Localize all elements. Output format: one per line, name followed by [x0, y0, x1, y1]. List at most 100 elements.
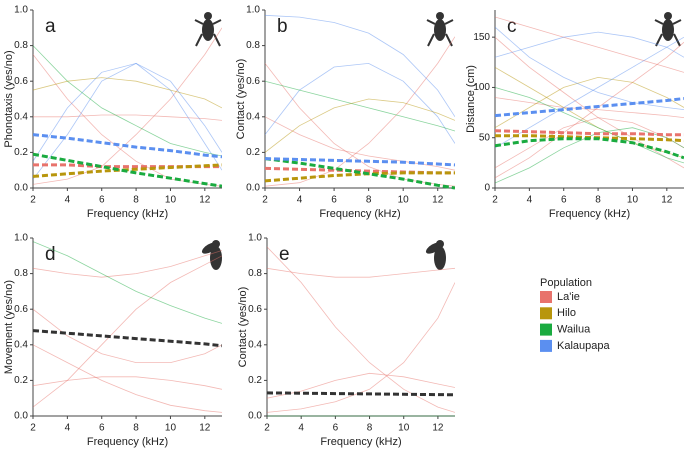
y-tick-label: 0.4	[14, 339, 28, 350]
individual-curve	[33, 308, 222, 364]
individual-curve	[33, 344, 222, 413]
fitted-line	[33, 163, 222, 169]
legend-label: Wailua	[557, 324, 591, 336]
x-tick-label: 12	[432, 423, 444, 434]
y-tick-label: 0.4	[14, 111, 28, 122]
x-tick-label: 6	[561, 195, 567, 206]
y-tick-label: 1.0	[14, 5, 28, 16]
cricket-icon	[194, 12, 222, 47]
panel-label: d	[45, 244, 56, 265]
x-tick-label: 10	[165, 423, 177, 434]
y-tick-label: 0.6	[248, 304, 262, 315]
panel-label: c	[507, 16, 517, 37]
x-tick-label: 4	[65, 423, 71, 434]
panel-label: b	[277, 16, 288, 37]
individual-curve	[495, 97, 684, 118]
fitted-line	[267, 391, 455, 397]
individual-curve	[33, 241, 222, 324]
legend-label: Hilo	[557, 307, 576, 319]
y-tick-label: 0.8	[14, 40, 28, 51]
x-tick-label: 12	[199, 195, 211, 206]
x-tick-label: 12	[199, 423, 211, 434]
individual-curve	[33, 114, 222, 121]
y-tick-label: 0	[484, 183, 490, 194]
x-axis-label: Frequency (kHz)	[87, 208, 168, 220]
y-tick-label: 150	[473, 32, 490, 43]
x-tick-label: 2	[264, 423, 270, 434]
y-tick-label: 50	[479, 132, 491, 143]
x-tick-label: 6	[99, 195, 105, 206]
y-tick-label: 0.0	[248, 411, 262, 422]
y-axis-label: Contact (yes/no)	[235, 59, 247, 140]
individual-curve	[33, 27, 222, 185]
individual-curve	[265, 14, 455, 118]
fitted-line	[33, 163, 222, 178]
y-tick-label: 0.0	[14, 411, 28, 422]
x-tick-label: 2	[492, 195, 498, 206]
y-tick-label: 0.6	[14, 76, 28, 87]
y-tick-label: 1.0	[248, 233, 262, 244]
x-tick-label: 8	[133, 423, 139, 434]
panel-label: e	[279, 244, 290, 265]
individual-curve	[267, 372, 455, 399]
x-axis-label: Frequency (kHz)	[320, 436, 401, 448]
individual-curve	[495, 16, 684, 73]
y-tick-label: 100	[473, 82, 490, 93]
individual-curve	[495, 36, 684, 149]
fitted-line	[495, 97, 684, 118]
plot-area	[33, 27, 222, 188]
individual-curve	[495, 36, 684, 169]
x-tick-label: 12	[432, 195, 444, 206]
individual-curve	[267, 282, 455, 413]
x-tick-label: 4	[298, 423, 304, 434]
y-tick-label: 0.8	[14, 268, 28, 279]
fitted-line	[33, 329, 222, 348]
legend-swatch	[540, 307, 552, 320]
y-tick-label: 0.0	[14, 183, 28, 194]
fitted-line	[265, 157, 455, 190]
individual-curve	[495, 87, 684, 164]
y-axis-label: Distance (cm)	[465, 65, 477, 133]
y-tick-label: 0.2	[246, 147, 260, 158]
x-tick-label: 8	[366, 195, 372, 206]
plot-area	[267, 246, 455, 417]
y-axis-label: Contact (yes/no)	[237, 287, 249, 368]
x-tick-label: 8	[133, 195, 139, 206]
individual-curve	[265, 98, 455, 153]
x-tick-label: 4	[297, 195, 303, 206]
y-axis-label: Movement (yes/no)	[3, 280, 15, 374]
x-tick-label: 6	[333, 423, 339, 434]
individual-curve	[495, 26, 684, 110]
individual-curve	[33, 62, 222, 180]
x-tick-label: 4	[527, 195, 533, 206]
plot-area	[33, 241, 222, 413]
fly-icon	[425, 240, 446, 270]
y-tick-label: 1.0	[246, 5, 260, 16]
individual-curve	[33, 45, 222, 157]
y-tick-label: 0.4	[248, 339, 262, 350]
legend-swatch	[540, 291, 552, 303]
x-tick-label: 2	[30, 423, 36, 434]
fitted-line	[33, 152, 222, 188]
x-tick-label: 6	[331, 195, 337, 206]
x-tick-label: 12	[661, 195, 673, 206]
individual-curve	[267, 267, 455, 278]
x-tick-label: 10	[398, 195, 410, 206]
individual-curve	[265, 36, 455, 187]
fly-icon	[201, 240, 222, 270]
y-tick-label: 0.2	[248, 375, 262, 386]
individual-curve	[265, 80, 455, 132]
legend-title: Population	[540, 277, 592, 289]
y-tick-label: 0.8	[248, 268, 262, 279]
x-tick-label: 8	[595, 195, 601, 206]
cricket-icon	[654, 12, 682, 47]
legend-swatch	[540, 339, 552, 352]
x-tick-label: 2	[30, 195, 36, 206]
y-tick-label: 0.2	[14, 147, 28, 158]
y-tick-label: 0.2	[14, 375, 28, 386]
y-tick-label: 1.0	[14, 233, 28, 244]
y-tick-label: 0.8	[246, 40, 260, 51]
x-tick-label: 10	[165, 195, 177, 206]
individual-curve	[265, 116, 455, 171]
